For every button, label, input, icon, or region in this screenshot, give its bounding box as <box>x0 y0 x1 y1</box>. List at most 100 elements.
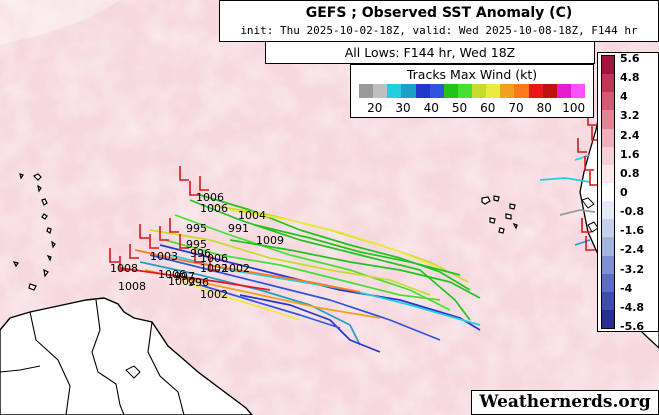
wind-color-swatch <box>472 84 487 98</box>
sst-label: 2.4 <box>620 128 640 142</box>
low-marker <box>159 226 169 241</box>
lows-label: All Lows: F144 hr, Wed 18Z <box>344 45 516 60</box>
wind-color-swatch <box>500 84 515 98</box>
wind-color-swatch <box>570 84 585 98</box>
wind-tick: 50 <box>451 101 468 115</box>
pressure-label: 1008 <box>110 262 138 275</box>
low-marker <box>581 218 591 233</box>
pressure-label: 1002 <box>222 262 250 275</box>
low-marker <box>189 181 199 196</box>
pressure-label: 1003 <box>150 250 178 263</box>
pressure-label: 1004 <box>238 209 266 222</box>
ensemble-track <box>199 194 471 291</box>
wind-color-swatch <box>387 84 402 98</box>
sst-color-swatch <box>602 273 614 292</box>
wind-color-swatch <box>359 84 374 98</box>
caribbean-islands <box>12 173 56 291</box>
sst-label: 0 <box>620 186 628 199</box>
sst-label: 4.8 <box>620 71 640 85</box>
sst-label: -0.8 <box>620 205 645 219</box>
sst-color-swatch <box>602 164 614 183</box>
map-title-box: GEFS ; Observed SST Anomaly (C) init: Th… <box>219 0 659 42</box>
ensemble-tracks <box>119 154 596 353</box>
wind-color-swatch <box>415 84 430 98</box>
low-marker <box>139 224 149 239</box>
ensemble-track <box>164 239 441 301</box>
ensemble-track <box>574 239 591 246</box>
wind-color-swatch <box>542 84 557 98</box>
sst-color-swatch <box>602 255 614 274</box>
wind-tick: 40 <box>423 101 439 115</box>
pressure-label: 1002 <box>168 275 196 288</box>
low-markers <box>109 111 601 271</box>
sst-color-swatch <box>602 237 614 256</box>
ensemble-track <box>229 239 481 299</box>
pressure-label: 996 <box>188 276 209 289</box>
sst-color-swatch <box>602 291 614 310</box>
sst-label: -5.6 <box>620 320 645 333</box>
wind-legend-title: Tracks Max Wind (kt) <box>406 67 538 82</box>
pressure-label: 995 <box>186 238 207 251</box>
low-marker <box>199 176 209 191</box>
pressure-label: 996 <box>190 247 211 260</box>
land-south-america <box>0 297 253 415</box>
low-marker <box>129 244 139 259</box>
ensemble-track <box>574 154 591 161</box>
wind-tick: 60 <box>480 101 496 115</box>
wind-tick: 70 <box>508 101 524 115</box>
sst-color-swatch <box>602 146 614 165</box>
sst-color-swatch <box>602 92 614 111</box>
ensemble-track <box>254 224 461 276</box>
low-marker <box>194 248 204 263</box>
sst-label: -3.2 <box>620 262 645 276</box>
low-marker <box>209 256 219 271</box>
low-marker <box>179 234 189 249</box>
pressure-label: 1002 <box>200 288 228 301</box>
ensemble-track <box>149 254 441 341</box>
ensemble-track <box>159 244 481 331</box>
ensemble-track <box>179 279 301 321</box>
pressure-label: 997 <box>174 270 195 283</box>
ensemble-track <box>134 249 361 293</box>
wind-color-swatch <box>514 84 529 98</box>
wind-color-swatch <box>528 84 543 98</box>
wind-color-swatch <box>486 84 501 98</box>
ensemble-track <box>144 269 381 319</box>
pressure-label: 1006 <box>200 252 228 265</box>
ensemble-track <box>539 177 591 183</box>
map-title: GEFS ; Observed SST Anomaly (C) <box>305 5 573 21</box>
wind-color-swatch <box>401 84 416 98</box>
sst-label: 5.6 <box>620 52 640 65</box>
sst-label: -4.8 <box>620 300 645 314</box>
sst-color-swatch <box>602 201 614 220</box>
sst-color-swatch <box>602 219 614 238</box>
low-marker <box>149 234 159 249</box>
cape-verde-islands <box>481 195 518 234</box>
pressure-label: 1002 <box>200 262 228 275</box>
ensemble-track <box>174 214 451 311</box>
credit-label: Weathernerds.org <box>471 390 659 415</box>
sst-colorbar <box>601 55 615 329</box>
wind-legend: Tracks Max Wind (kt) 20 30 40 50 60 70 8… <box>350 64 594 118</box>
ensemble-track <box>119 267 271 291</box>
ensemble-track <box>229 209 441 269</box>
sst-label: -2.4 <box>620 243 645 257</box>
map-subtitle: init: Thu 2025-10-02-18Z, valid: Wed 202… <box>240 24 638 37</box>
sst-label: -1.6 <box>620 224 645 238</box>
wind-tick: 30 <box>395 101 411 115</box>
light-patch-northwest <box>0 0 120 45</box>
ensemble-track <box>189 199 471 321</box>
ensemble-track <box>559 209 596 216</box>
pressure-label: 995 <box>186 222 207 235</box>
ensemble-track <box>139 261 361 346</box>
sst-color-swatch <box>602 110 614 129</box>
wind-color-swatch <box>443 84 458 98</box>
low-marker <box>584 156 594 171</box>
pressure-label: 1009 <box>256 234 284 247</box>
wind-colorbar <box>359 84 585 98</box>
sst-label: 3.2 <box>620 109 640 123</box>
wind-ticks: 20 30 40 50 60 70 80 100 <box>359 100 585 116</box>
low-marker <box>585 236 595 251</box>
pressure-label: 1008 <box>118 280 146 293</box>
